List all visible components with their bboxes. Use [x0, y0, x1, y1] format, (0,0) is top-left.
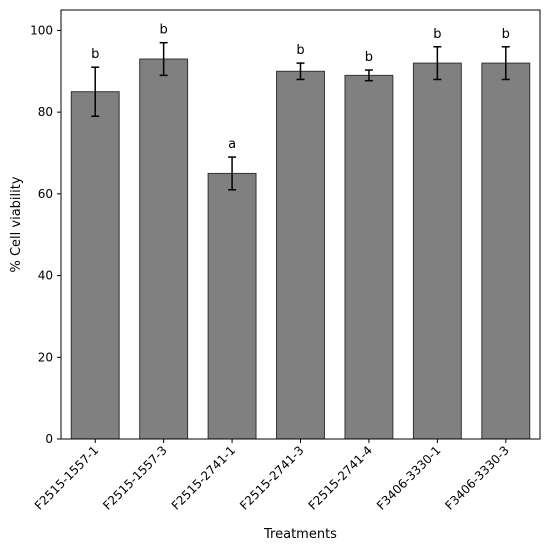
x-tick-label-F2515-1557-1: F2515-1557-1	[32, 443, 101, 512]
significance-label-F3406-3330-3: b	[502, 27, 510, 42]
y-tick-label-20: 20	[38, 350, 53, 364]
y-tick-label-60: 60	[38, 187, 53, 201]
y-axis: 0 20 40 60 80 100	[30, 23, 61, 446]
x-tick-label-F2515-2741-4: F2515-2741-4	[306, 443, 375, 512]
bars-group	[70, 58, 531, 440]
y-tick-label-40: 40	[38, 269, 53, 283]
x-axis: F2515-1557-1F2515-1557-3F2515-2741-1F251…	[32, 439, 512, 513]
significance-label-F2515-2741-1: a	[228, 137, 236, 152]
bar-F2515-1557-1	[70, 91, 120, 440]
x-tick-label-F3406-3330-1: F3406-3330-1	[374, 443, 443, 512]
x-tick-label-F2515-2741-3: F2515-2741-3	[237, 443, 306, 512]
x-tick-label-F3406-3330-3: F3406-3330-3	[442, 443, 511, 512]
y-tick-label-100: 100	[30, 23, 53, 37]
bar-F3406-3330-3	[481, 62, 531, 440]
significance-label-F2515-1557-1: b	[91, 47, 99, 62]
bar-F2515-2741-4	[344, 74, 394, 440]
bar-F2515-1557-3	[139, 58, 189, 440]
bar-F2515-2741-1	[207, 172, 257, 440]
x-axis-title: Treatments	[263, 527, 337, 542]
error-bars-group	[91, 41, 510, 191]
x-tick-label-F2515-1557-3: F2515-1557-3	[100, 443, 169, 512]
x-tick-label-F2515-2741-1: F2515-2741-1	[169, 443, 238, 512]
plot-area: b b a b b b b	[60, 9, 541, 440]
significance-labels-group: b b a b b b b	[91, 23, 510, 152]
bar-F3406-3330-1	[412, 62, 462, 440]
significance-label-F2515-1557-3: b	[160, 23, 168, 38]
significance-label-F3406-3330-1: b	[433, 27, 441, 42]
significance-label-F2515-2741-4: b	[365, 50, 373, 65]
y-tick-label-0: 0	[45, 432, 53, 446]
bar-F2515-2741-3	[276, 70, 325, 440]
y-axis-title: % Cell viability	[9, 176, 24, 272]
significance-label-F2515-2741-3: b	[296, 43, 304, 58]
y-tick-label-80: 80	[38, 105, 53, 119]
